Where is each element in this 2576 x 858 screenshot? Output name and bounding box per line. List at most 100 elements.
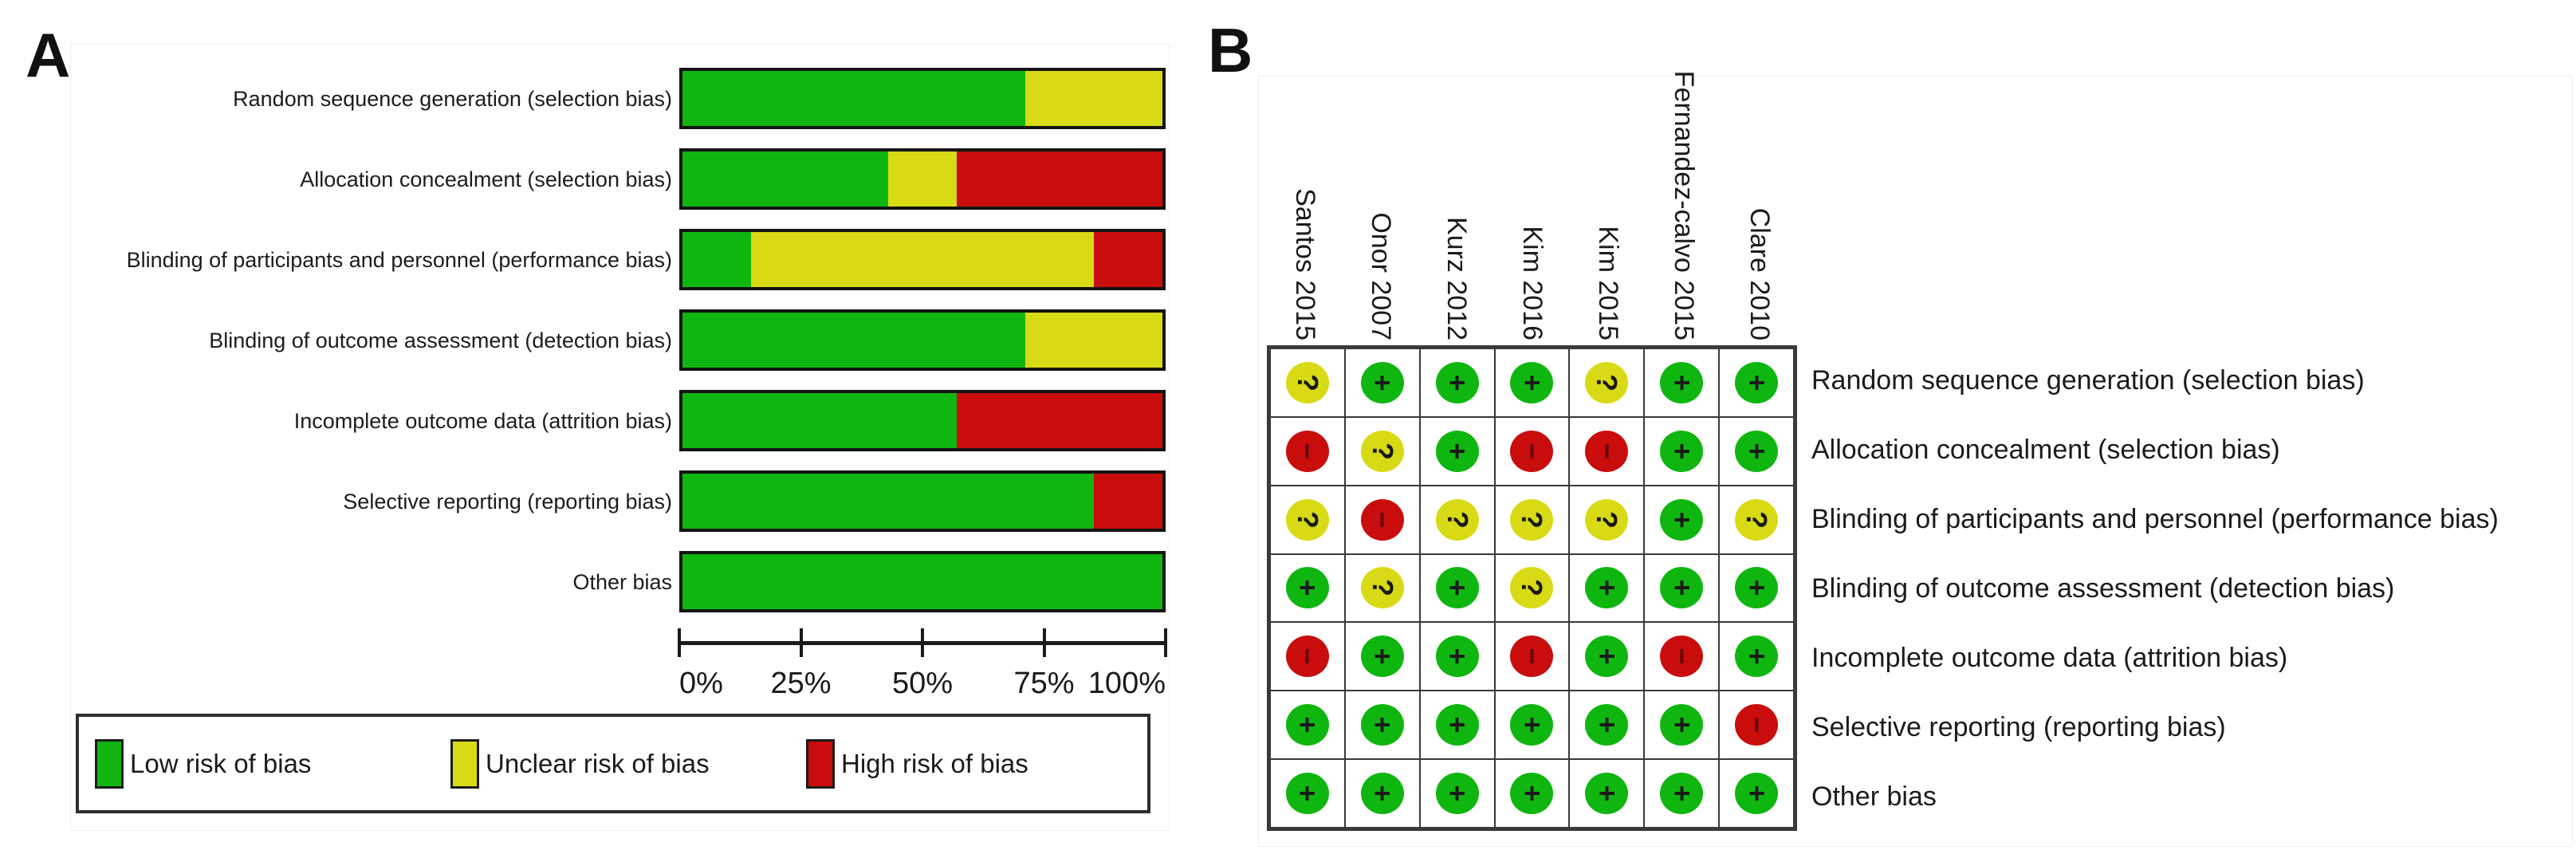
risk-circle-low: + bbox=[1435, 361, 1479, 403]
matrix-cell: ? bbox=[1494, 553, 1570, 623]
question-icon: ? bbox=[1366, 579, 1399, 597]
minus-icon: − bbox=[1516, 647, 1549, 665]
risk-circle-low: + bbox=[1360, 773, 1404, 815]
legend-swatch-low bbox=[95, 738, 124, 789]
matrix-cell: + bbox=[1494, 759, 1570, 828]
matrix-cell: + bbox=[1719, 759, 1794, 828]
bias-row-label: Incomplete outcome data (attrition bias) bbox=[1811, 642, 2288, 673]
minus-icon: − bbox=[1366, 511, 1399, 529]
legend-item-unclear: Unclear risk of bias bbox=[450, 717, 710, 810]
risk-circle-high: − bbox=[1360, 498, 1404, 541]
risk-circle-low: + bbox=[1360, 361, 1404, 403]
matrix-cell: + bbox=[1569, 622, 1645, 691]
risk-circle-low: + bbox=[1735, 430, 1779, 472]
minus-icon: − bbox=[1740, 716, 1774, 734]
risk-circle-high: − bbox=[1660, 636, 1704, 678]
risk-circle-low: + bbox=[1735, 773, 1779, 815]
plus-icon: + bbox=[1441, 716, 1474, 734]
legend-swatch-high bbox=[806, 738, 835, 789]
stacked-bar bbox=[679, 229, 1166, 290]
plus-icon: + bbox=[1666, 716, 1699, 734]
bar-segment-high bbox=[1093, 232, 1162, 287]
risk-circle-low: + bbox=[1435, 636, 1479, 678]
plus-icon: + bbox=[1291, 716, 1324, 734]
matrix-cell: + bbox=[1344, 622, 1420, 691]
plus-icon: + bbox=[1516, 785, 1549, 802]
matrix-cell: + bbox=[1419, 622, 1495, 691]
plus-icon: + bbox=[1291, 579, 1324, 596]
risk-circle-low: + bbox=[1285, 773, 1329, 815]
bar-segment-low bbox=[682, 313, 1025, 368]
bar-segment-unclear bbox=[1025, 71, 1162, 126]
risk-circle-unclear: ? bbox=[1585, 498, 1629, 541]
risk-circle-low: + bbox=[1360, 636, 1404, 678]
axis-tick bbox=[921, 628, 924, 657]
matrix-cell: ? bbox=[1719, 485, 1794, 554]
matrix-cell: + bbox=[1719, 553, 1794, 623]
matrix-cell: + bbox=[1270, 759, 1345, 828]
plus-icon: + bbox=[1516, 374, 1549, 392]
matrix-cell: + bbox=[1644, 691, 1720, 760]
risk-circle-high: − bbox=[1510, 430, 1554, 472]
matrix-cell: − bbox=[1494, 622, 1570, 691]
matrix-cell: − bbox=[1569, 416, 1645, 486]
matrix-cell: + bbox=[1270, 553, 1345, 623]
bar-segment-low bbox=[682, 393, 957, 448]
panel-a-frame bbox=[70, 44, 1170, 831]
bar-segment-low bbox=[682, 474, 1094, 529]
matrix-cell: − bbox=[1494, 416, 1570, 486]
matrix-cell: ? bbox=[1344, 416, 1420, 486]
bias-row-label: Allocation concealment (selection bias) bbox=[1811, 434, 2280, 465]
risk-circle-low: + bbox=[1735, 361, 1779, 403]
matrix-cell: ? bbox=[1569, 348, 1645, 417]
matrix-cell: − bbox=[1270, 416, 1345, 486]
plus-icon: + bbox=[1591, 647, 1624, 665]
bar-segment-unclear bbox=[1025, 313, 1162, 368]
legend-swatch-unclear bbox=[450, 738, 479, 789]
bar-segment-low bbox=[682, 152, 888, 207]
matrix-cell: + bbox=[1419, 553, 1495, 623]
matrix-cell: + bbox=[1494, 348, 1570, 417]
matrix-cell: ? bbox=[1494, 485, 1570, 554]
legend-item-low: Low risk of bias bbox=[95, 717, 311, 810]
plus-icon: + bbox=[1441, 443, 1474, 460]
axis-tick bbox=[678, 628, 681, 657]
plus-icon: + bbox=[1591, 579, 1624, 596]
axis-tick bbox=[1042, 628, 1046, 657]
matrix-cell: + bbox=[1419, 759, 1495, 828]
bar-segment-unclear bbox=[751, 232, 1094, 287]
risk-circle-unclear: ? bbox=[1360, 567, 1404, 609]
risk-circle-low: + bbox=[1660, 361, 1704, 403]
plus-icon: + bbox=[1441, 647, 1474, 665]
axis-tick-label: 50% bbox=[891, 667, 954, 700]
study-column-label: Onor 2007 bbox=[1365, 212, 1396, 340]
risk-of-bias-grid: ? + + +? + + −? + − − + +? −??? +? +? +? + + + − + + − + − + + + + + +… bbox=[1267, 345, 1797, 831]
legend-label: High risk of bias bbox=[841, 748, 1028, 778]
plus-icon: + bbox=[1441, 374, 1474, 392]
question-icon: ? bbox=[1291, 510, 1324, 529]
risk-circle-low: + bbox=[1435, 704, 1479, 746]
legend-label: Unclear risk of bias bbox=[486, 748, 710, 778]
matrix-cell: + bbox=[1419, 348, 1495, 417]
risk-circle-low: + bbox=[1435, 430, 1479, 472]
study-column-label: Kurz 2012 bbox=[1441, 217, 1472, 340]
matrix-cell: + bbox=[1644, 759, 1720, 828]
bar-category-label: Blinding of outcome assessment (detectio… bbox=[209, 328, 672, 352]
risk-circle-unclear: ? bbox=[1510, 498, 1554, 541]
panel-a-label: A bbox=[26, 20, 71, 90]
legend-label: Low risk of bias bbox=[130, 748, 312, 778]
matrix-cell: + bbox=[1344, 691, 1420, 760]
study-column-label: Kim 2016 bbox=[1516, 226, 1548, 340]
plus-icon: + bbox=[1666, 579, 1699, 596]
bias-row-label: Other bias bbox=[1811, 781, 1937, 812]
question-icon: ? bbox=[1366, 442, 1399, 460]
risk-circle-low: + bbox=[1735, 567, 1779, 609]
axis-tick-label: 25% bbox=[770, 667, 832, 700]
matrix-cell: + bbox=[1344, 348, 1420, 417]
bias-row-label: Selective reporting (reporting bias) bbox=[1811, 711, 2226, 742]
risk-circle-low: + bbox=[1585, 567, 1629, 609]
matrix-cell: − bbox=[1644, 622, 1720, 691]
bias-row-label: Blinding of participants and personnel (… bbox=[1811, 503, 2499, 534]
minus-icon: − bbox=[1291, 647, 1324, 665]
plus-icon: + bbox=[1441, 579, 1474, 596]
